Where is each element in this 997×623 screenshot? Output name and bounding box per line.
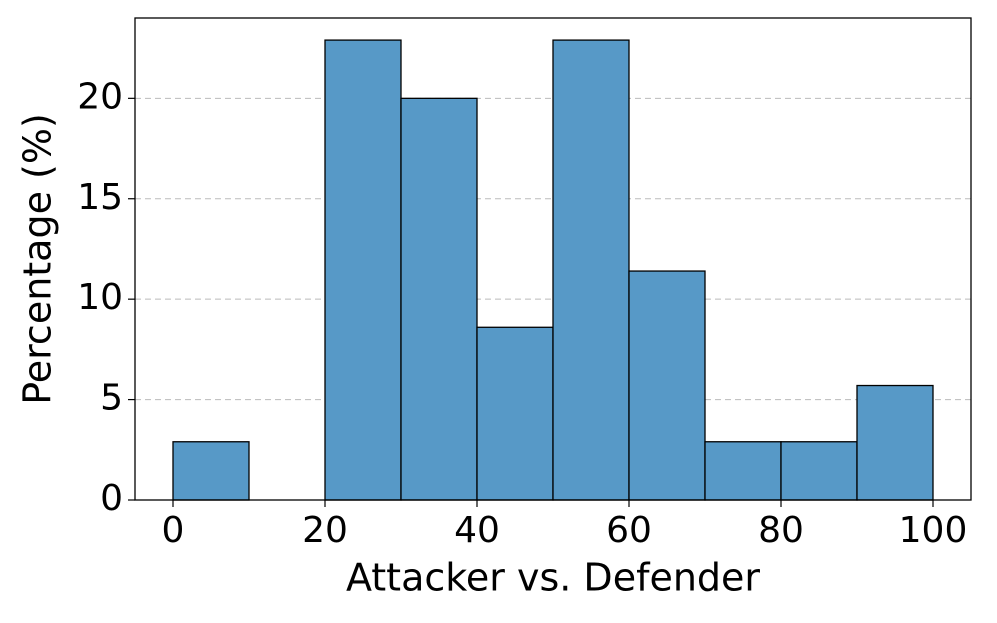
- bar: [400, 97, 478, 501]
- y-tick-label: 0: [100, 478, 123, 519]
- bar: [324, 39, 402, 501]
- bar: [476, 326, 554, 501]
- x-tick-label: 40: [454, 510, 500, 551]
- x-tick-label: 80: [758, 510, 804, 551]
- bar: [856, 384, 934, 501]
- bar: [780, 441, 858, 501]
- bar: [552, 39, 630, 501]
- x-tick-label: 100: [899, 510, 968, 551]
- y-tick-label: 20: [77, 76, 123, 117]
- plot-frame: [134, 17, 972, 501]
- bar: [172, 441, 250, 501]
- y-tick-label: 5: [100, 378, 123, 419]
- x-tick-label: 60: [606, 510, 652, 551]
- x-tick-label: 0: [162, 510, 185, 551]
- y-axis-label: Percentage (%): [16, 113, 60, 405]
- x-axis-label: Attacker vs. Defender: [346, 556, 760, 600]
- bar: [704, 441, 782, 501]
- x-tick-label: 20: [302, 510, 348, 551]
- y-tick-label: 15: [77, 177, 123, 218]
- bar: [628, 270, 706, 501]
- y-tick-label: 10: [77, 277, 123, 318]
